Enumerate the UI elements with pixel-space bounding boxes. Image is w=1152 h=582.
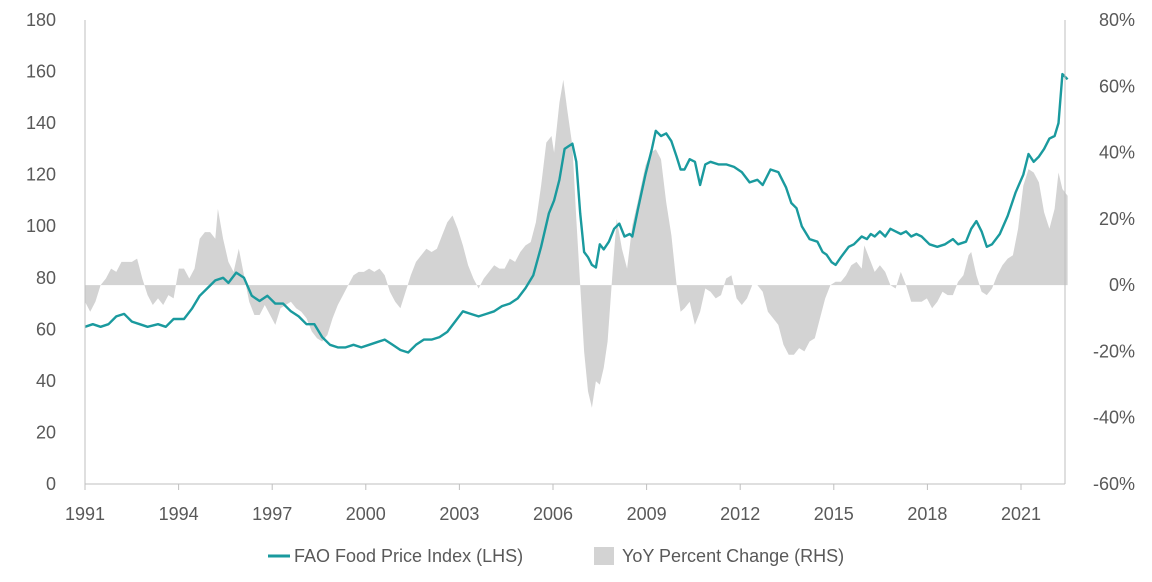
y-left-tick-label: 160 xyxy=(26,62,56,82)
y-right-tick-label: -20% xyxy=(1093,341,1135,361)
x-tick-label: 2012 xyxy=(720,504,760,524)
y-right-tick-label: -40% xyxy=(1093,408,1135,428)
x-tick-label: 1997 xyxy=(252,504,292,524)
y-left-tick-label: 40 xyxy=(36,371,56,391)
x-tick-label: 2000 xyxy=(346,504,386,524)
fao-index-line xyxy=(84,72,1069,354)
y-left-tick-label: 80 xyxy=(36,268,56,288)
x-tick-label: 2015 xyxy=(814,504,854,524)
y-left-tick-label: 0 xyxy=(46,474,56,494)
x-tick-label: 1994 xyxy=(159,504,199,524)
y-left-tick-label: 140 xyxy=(26,113,56,133)
y-right-tick-label: 20% xyxy=(1099,209,1135,229)
y-right-tick-label: 80% xyxy=(1099,10,1135,30)
x-tick-label: 2003 xyxy=(439,504,479,524)
y-left-tick-label: 120 xyxy=(26,165,56,185)
y-right-tick-label: 0% xyxy=(1109,275,1135,295)
line-layer xyxy=(84,72,1069,354)
legend-area-swatch xyxy=(594,547,614,565)
legend-label-yoy-change: YoY Percent Change (RHS) xyxy=(622,546,844,566)
x-tick-label: 2021 xyxy=(1001,504,1041,524)
y-right-tick-label: -60% xyxy=(1093,474,1135,494)
axis-layer: 0 20 40 60 80 100 120 140 160 180 -60% -40% -20% 0% 20… xyxy=(26,10,1135,524)
y-left-tick-label: 180 xyxy=(26,10,56,30)
x-tick-label: 1991 xyxy=(65,504,105,524)
x-tick-label: 2006 xyxy=(533,504,573,524)
y-left-tick-label: 100 xyxy=(26,216,56,236)
yoy-change-area xyxy=(85,79,1068,408)
y-left-tick-label: 60 xyxy=(36,319,56,339)
y-left-tick-label: 20 xyxy=(36,422,56,442)
y-right-tick-label: 60% xyxy=(1099,76,1135,96)
y-right-tick-label: 40% xyxy=(1099,143,1135,163)
x-tick-label: 2018 xyxy=(907,504,947,524)
legend-label-fao-index: FAO Food Price Index (LHS) xyxy=(294,546,523,566)
x-tick-label: 2009 xyxy=(627,504,667,524)
legend: FAO Food Price Index (LHS) YoY Percent C… xyxy=(268,546,844,566)
area-layer xyxy=(85,79,1068,408)
